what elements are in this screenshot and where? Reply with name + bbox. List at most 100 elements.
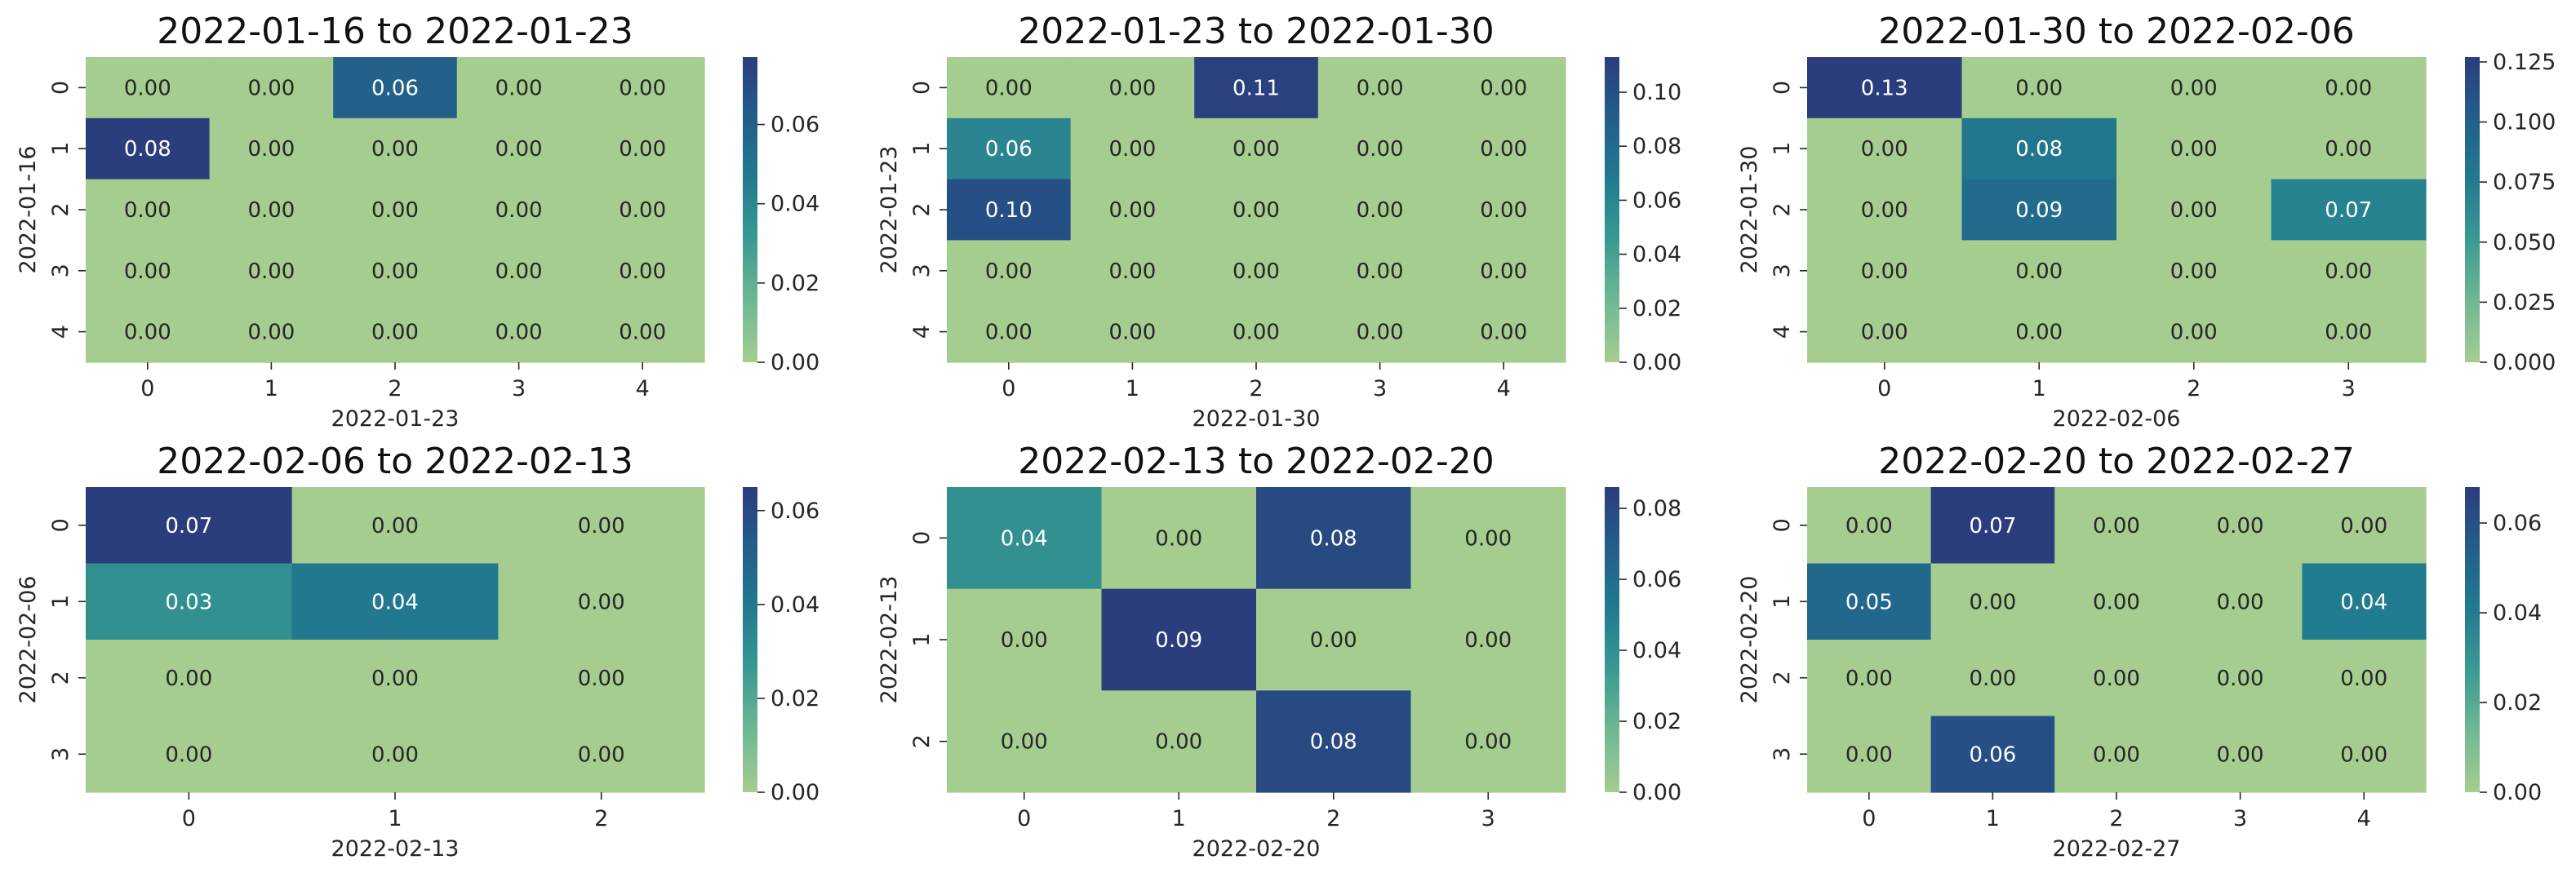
y-tick-label: 1	[909, 142, 935, 156]
heatmap-panel-5: 0.04 0.00 0.08 0.00 0.00 0.09 0.00 0.00 0.00 0.00…	[877, 441, 1681, 862]
cell-value-label: 0.00	[2340, 514, 2387, 539]
y-tick-label: 3	[48, 264, 73, 277]
colorbar-tick-label: 0.08	[1632, 134, 1681, 159]
cell-value-label: 0.00	[2217, 514, 2264, 539]
heatmap-cell	[2054, 563, 2179, 640]
heatmap-cell	[1441, 57, 1566, 119]
x-tick-label: 1	[1986, 806, 2000, 831]
cell-value-label: 0.00	[2325, 76, 2372, 100]
heatmap-cell	[498, 563, 705, 640]
heatmap-cell	[1961, 117, 2117, 180]
cell-value-label: 0.00	[1861, 198, 1908, 223]
cell-value-label: 0.00	[1464, 730, 1512, 755]
y-axis-label: 2022-02-06	[16, 576, 41, 704]
colorbar-tick-label: 0.00	[1632, 350, 1681, 375]
heatmap-cell	[2271, 240, 2427, 302]
cell-value-label: 0.00	[1969, 590, 2016, 614]
y-tick-label: 0	[909, 81, 935, 95]
cell-value-label: 0.00	[371, 514, 419, 539]
heatmap-cell	[580, 240, 705, 302]
cell-value-label: 0.00	[2015, 76, 2063, 100]
heatmap-cell	[1317, 117, 1442, 180]
y-tick-label: 2	[909, 202, 935, 216]
heatmap-cell	[2271, 301, 2427, 363]
heatmap-cell	[1930, 487, 2055, 565]
cell-value-label: 0.00	[1969, 667, 2016, 691]
cell-value-label: 0.00	[495, 321, 543, 345]
cell-value-label: 0.00	[619, 198, 666, 223]
heatmap-cell	[209, 240, 334, 302]
colorbar-tick-label: 0.02	[771, 686, 819, 711]
cell-value-label: 0.10	[985, 198, 1033, 223]
colorbar	[2465, 487, 2480, 792]
chart-title: 2022-02-06 to 2022-02-13	[157, 441, 633, 482]
cell-value-label: 0.00	[1232, 198, 1280, 223]
cell-value-label: 0.00	[1464, 628, 1512, 653]
heatmap-cell	[1070, 179, 1195, 241]
heatmap-cell	[498, 487, 705, 565]
cell-value-label: 0.00	[619, 321, 666, 345]
x-tick-label: 0	[1877, 376, 1891, 401]
y-tick-label: 1	[1770, 142, 1795, 156]
x-tick-label: 0	[1017, 806, 1031, 831]
cell-value-label: 0.00	[985, 321, 1033, 345]
cell-value-label: 0.00	[1845, 514, 1893, 539]
heatmap-cell	[1070, 240, 1195, 302]
cell-value-label: 0.00	[1108, 259, 1156, 284]
cell-value-label: 0.00	[371, 137, 419, 162]
cell-value-label: 0.00	[1464, 526, 1512, 551]
colorbar-tick-label: 0.125	[2493, 50, 2556, 75]
x-axis-label: 2022-02-13	[331, 836, 460, 862]
cell-value-label: 0.00	[2015, 259, 2063, 284]
chart-title: 2022-01-23 to 2022-01-30	[1018, 11, 1495, 52]
cell-value-label: 0.11	[1232, 76, 1280, 100]
heatmap-cell	[333, 179, 458, 241]
heatmap-panel-3: 0.13 0.00 0.00 0.00 0.00 0.08 0.00 0.00 0.00 0.09…	[1737, 11, 2556, 432]
heatmap-cell	[209, 179, 334, 241]
cell-value-label: 0.00	[247, 259, 295, 284]
heatmap-cell	[333, 240, 458, 302]
cell-value-label: 0.00	[247, 198, 295, 223]
cell-value-label: 0.00	[2170, 76, 2218, 100]
heatmap-cell	[580, 57, 705, 119]
heatmap-cell	[1807, 240, 1963, 302]
heatmap-cell	[86, 563, 293, 640]
cell-value-label: 0.08	[1310, 730, 1357, 755]
heatmap-cell	[1070, 57, 1195, 119]
heatmap-cell	[1317, 240, 1442, 302]
cell-value-label: 0.00	[495, 76, 543, 100]
cell-value-label: 0.00	[1310, 628, 1357, 653]
cell-value-label: 0.03	[165, 590, 212, 614]
cell-value-label: 0.00	[578, 590, 625, 614]
heatmap-cell	[456, 301, 581, 363]
cell-value-label: 0.00	[2093, 590, 2140, 614]
heatmap-cell	[1410, 690, 1566, 793]
chart-title: 2022-01-16 to 2022-01-23	[157, 11, 633, 52]
cell-value-label: 0.00	[2325, 321, 2372, 345]
y-axis-label: 2022-02-13	[877, 576, 902, 704]
y-tick-label: 2	[1770, 671, 1795, 685]
colorbar-tick-label: 0.02	[771, 271, 819, 296]
x-tick-label: 3	[2342, 376, 2356, 401]
x-tick-label: 0	[1862, 806, 1876, 831]
heatmap-cell	[1317, 179, 1442, 241]
y-axis-label: 2022-01-30	[1737, 146, 1762, 274]
cell-value-label: 0.13	[1861, 76, 1908, 100]
heatmap-cell	[1807, 301, 1963, 363]
cell-value-label: 0.00	[2325, 259, 2372, 284]
x-tick-label: 2	[594, 806, 608, 831]
heatmap-cell	[291, 716, 499, 793]
y-tick-label: 0	[1770, 518, 1795, 532]
cell-value-label: 0.00	[1861, 321, 1908, 345]
cell-value-label: 0.00	[1480, 76, 1527, 100]
cell-value-label: 0.00	[985, 259, 1033, 284]
heatmap-cell	[333, 117, 458, 180]
heatmap-cell	[2178, 487, 2303, 565]
cell-value-label: 0.00	[371, 742, 419, 767]
heatmap-cell	[1930, 640, 2055, 717]
x-tick-label: 0	[182, 806, 196, 831]
heatmap-cell	[1101, 690, 1257, 793]
x-tick-label: 4	[2357, 806, 2371, 831]
heatmap-cell	[2054, 716, 2179, 793]
y-axis-label: 2022-01-16	[16, 146, 41, 274]
